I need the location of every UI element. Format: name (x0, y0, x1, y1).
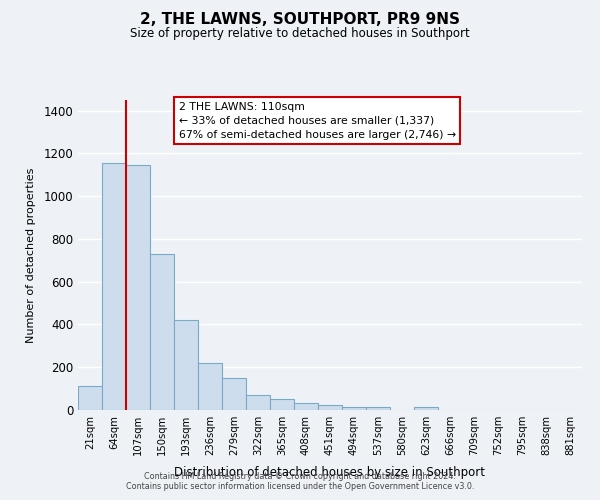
Bar (174, 320, 198, 410)
Text: Contains public sector information licensed under the Open Government Licence v3: Contains public sector information licen… (126, 482, 474, 491)
X-axis label: Distribution of detached houses by size in Southport: Distribution of detached houses by size … (175, 466, 485, 479)
Bar (78, 386, 102, 410)
Bar (198, 363, 222, 410)
Bar (150, 254, 174, 410)
Bar (318, 406, 342, 410)
Text: Contains HM Land Registry data © Crown copyright and database right 2024.: Contains HM Land Registry data © Crown c… (144, 472, 456, 481)
Bar (366, 408, 390, 410)
Bar (414, 408, 438, 410)
Bar (294, 402, 318, 410)
Bar (126, 165, 150, 410)
Text: 2, THE LAWNS, SOUTHPORT, PR9 9NS: 2, THE LAWNS, SOUTHPORT, PR9 9NS (140, 12, 460, 28)
Bar (102, 163, 126, 410)
Bar (246, 395, 270, 410)
Text: Size of property relative to detached houses in Southport: Size of property relative to detached ho… (130, 28, 470, 40)
Bar (270, 400, 294, 410)
Bar (222, 378, 246, 410)
Y-axis label: Number of detached properties: Number of detached properties (26, 168, 37, 342)
Bar (342, 407, 366, 410)
Text: 2 THE LAWNS: 110sqm
← 33% of detached houses are smaller (1,337)
67% of semi-det: 2 THE LAWNS: 110sqm ← 33% of detached ho… (179, 102, 456, 140)
